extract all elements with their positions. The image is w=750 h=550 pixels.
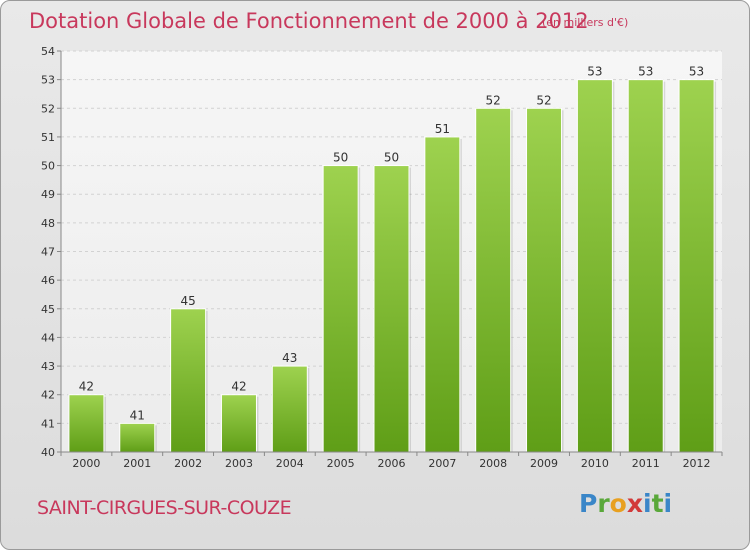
y-tick-label: 43 (41, 360, 55, 373)
bar (576, 79, 613, 453)
y-tick-label: 44 (41, 331, 55, 344)
bar (119, 422, 156, 453)
bar-value-label: 42 (79, 380, 94, 394)
x-tick-label: 2009 (530, 457, 558, 470)
bar-value-label: 41 (130, 408, 145, 422)
bar (526, 107, 563, 453)
x-tick-label: 2004 (276, 457, 304, 470)
y-tick-label: 51 (41, 131, 55, 144)
y-tick-label: 52 (41, 102, 55, 115)
bar (373, 165, 410, 453)
bar-value-label: 52 (486, 93, 501, 107)
bar-value-label: 50 (384, 151, 399, 165)
bar (475, 107, 512, 453)
bar (170, 308, 207, 453)
y-tick-label: 40 (41, 446, 55, 459)
x-tick-label: 2000 (72, 457, 100, 470)
bar (271, 365, 308, 453)
y-tick-label: 42 (41, 389, 55, 402)
y-tick-label: 49 (41, 188, 55, 201)
chart-unit: (en milliers d'€) (542, 16, 629, 29)
bar-value-label: 53 (587, 65, 602, 79)
chart-title: Dotation Globale de Fonctionnement de 20… (29, 9, 589, 33)
bar-value-label: 50 (333, 151, 348, 165)
bar-value-label: 43 (282, 351, 297, 365)
x-tick-label: 2011 (632, 457, 660, 470)
bar-value-label: 51 (435, 122, 450, 136)
bar (220, 394, 257, 453)
y-tick-label: 54 (41, 45, 55, 58)
bar-value-label: 53 (689, 65, 704, 79)
y-tick-label: 46 (41, 274, 55, 287)
y-tick-label: 41 (41, 417, 55, 430)
y-tick-label: 50 (41, 160, 55, 173)
x-tick-label: 2001 (123, 457, 151, 470)
x-tick-label: 2002 (174, 457, 202, 470)
x-tick-label: 2006 (378, 457, 406, 470)
commune-name: SAINT-CIRGUES-SUR-COUZE (37, 497, 292, 519)
y-tick-label: 45 (41, 303, 55, 316)
bar (424, 136, 461, 453)
y-tick-label: 48 (41, 217, 55, 230)
bar-value-label: 53 (638, 65, 653, 79)
x-tick-label: 2008 (479, 457, 507, 470)
x-tick-label: 2007 (428, 457, 456, 470)
bar-value-label: 45 (180, 294, 195, 308)
bar-value-label: 42 (231, 380, 246, 394)
y-tick-label: 53 (41, 74, 55, 87)
bar-value-label: 52 (536, 93, 551, 107)
bar (627, 79, 664, 453)
x-tick-label: 2003 (225, 457, 253, 470)
bar (68, 394, 105, 453)
x-tick-label: 2012 (683, 457, 711, 470)
x-tick-label: 2005 (327, 457, 355, 470)
x-tick-label: 2010 (581, 457, 609, 470)
proxiti-logo: Proxiti (579, 489, 673, 518)
bar (678, 79, 715, 453)
y-tick-label: 47 (41, 246, 55, 259)
bar (322, 165, 359, 453)
